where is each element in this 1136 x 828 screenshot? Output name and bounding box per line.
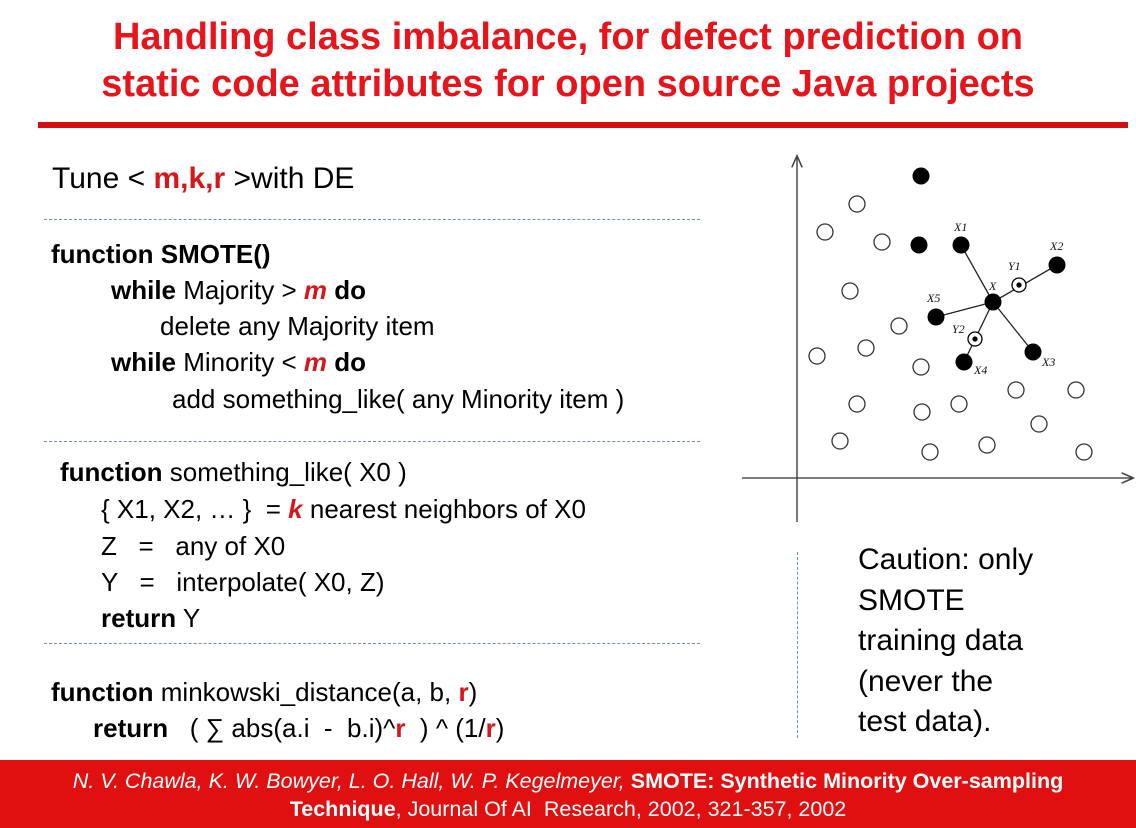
neighbor-links	[935, 244, 1058, 363]
citation-venue: , Journal Of AI Research, 2002, 321-357,…	[395, 797, 847, 821]
param-r: r	[395, 713, 406, 743]
param-k: k	[288, 494, 303, 524]
smote-while-minority: while Minority < m do	[111, 346, 366, 378]
citation-title-a: SMOTE: Synthetic Minority Over-sampling	[630, 769, 1064, 793]
label-y2: Y2	[952, 322, 965, 336]
minkowski-sig-suffix: )	[468, 677, 478, 707]
title-line-2: static code attributes for open source J…	[101, 63, 1035, 105]
tune-params: m,k,r	[153, 162, 226, 195]
y-line: Y = interpolate( X0, Z)	[101, 567, 385, 597]
citation-authors: N. V. Chawla, K. W. Bowyer, L. O. Hall, …	[72, 769, 631, 793]
param-r: r	[458, 677, 469, 707]
majority-cond: Majority >	[176, 275, 304, 305]
smote-add: add something_like( any Minority item )	[172, 384, 625, 414]
section-divider-2	[44, 441, 700, 442]
smote-name: SMOTE()	[153, 239, 271, 269]
label-x: X	[988, 279, 997, 293]
citation-footer: N. V. Chawla, K. W. Bowyer, L. O. Hall, …	[0, 760, 1136, 828]
something-like-sig: something_like( X0 )	[162, 457, 407, 487]
expr-part-a: ( ∑ abs(a.i - b.i)^	[168, 713, 396, 743]
return-value: Y	[176, 603, 201, 633]
section-divider-3	[44, 643, 700, 644]
kw-return: return	[93, 713, 169, 743]
neighbors-suffix: nearest neighbors of X0	[302, 494, 586, 524]
minkowski-return: return ( ∑ abs(a.i - b.i)^r ) ^ (1/r)	[93, 712, 504, 744]
caution-note: Caution: only SMOTE training data (never…	[858, 540, 1088, 743]
minority-points	[910, 167, 1066, 371]
param-m: m	[303, 275, 328, 305]
smote-signature: function SMOTE()	[51, 238, 271, 270]
tune-prefix: Tune <	[52, 162, 154, 195]
kw-function: function	[51, 239, 154, 269]
expr-part-c: )	[495, 713, 505, 743]
label-x1: X1	[953, 220, 967, 234]
caution-line-1: Caution: only	[858, 543, 1034, 576]
point-labels: X1 X2 X3 X4 X5 X Y1 Y2	[926, 220, 1063, 377]
label-x2: X2	[1049, 239, 1063, 253]
minkowski-signature: function minkowski_distance(a, b, r)	[51, 676, 477, 708]
tune-line: Tune < m,k,r >with DE	[52, 163, 354, 195]
caution-line-2: SMOTE	[858, 583, 965, 617]
kw-do: do	[327, 275, 367, 305]
smote-delete: delete any Majority item	[160, 311, 435, 341]
citation-line-1: N. V. Chawla, K. W. Bowyer, L. O. Hall, …	[0, 766, 1136, 796]
label-y1: Y1	[1008, 259, 1021, 273]
minority-cond: Minority <	[176, 347, 304, 377]
label-x4: X4	[973, 363, 987, 377]
synthetic-points	[967, 277, 1027, 347]
param-r: r	[485, 713, 496, 743]
tune-suffix: >with DE	[225, 162, 355, 195]
kw-function: function	[51, 677, 154, 707]
neighbors-prefix: { X1, X2, … } =	[101, 494, 289, 524]
caution-line-5: test data).	[858, 705, 992, 738]
caution-line-3: training data	[858, 624, 1024, 657]
smote-diagram: X1 X2 X3 X4 X5 X Y1 Y2	[742, 150, 1136, 522]
slide-title: Handling class imbalance, for defect pre…	[0, 14, 1136, 108]
kw-return: return	[101, 603, 177, 633]
kw-while: while	[111, 347, 177, 377]
return-line: return Y	[101, 602, 200, 634]
caution-line-4: (never the	[858, 664, 994, 698]
title-line-1: Handling class imbalance, for defect pre…	[112, 16, 1024, 58]
kw-function: function	[60, 457, 163, 487]
label-x3: X3	[1041, 355, 1055, 369]
citation-line-2: Technique, Journal Of AI Research, 2002,…	[0, 794, 1136, 824]
majority-points	[808, 195, 1093, 461]
kw-while: while	[111, 275, 177, 305]
smote-while-majority: while Majority > m do	[111, 274, 366, 306]
minkowski-sig-prefix: minkowski_distance(a, b,	[153, 677, 459, 707]
caution-divider	[797, 552, 798, 738]
z-line: Z = any of X0	[101, 531, 286, 561]
label-x5: X5	[926, 291, 940, 305]
section-divider-1	[44, 219, 700, 220]
kw-do: do	[327, 347, 367, 377]
citation-title-b: Technique	[289, 797, 396, 821]
something-like-signature: function something_like( X0 )	[60, 456, 407, 488]
title-divider	[38, 122, 1128, 128]
param-m: m	[303, 347, 328, 377]
neighbors-line: { X1, X2, … } = k nearest neighbors of X…	[101, 493, 586, 525]
expr-part-b: ) ^ (1/	[405, 713, 486, 743]
